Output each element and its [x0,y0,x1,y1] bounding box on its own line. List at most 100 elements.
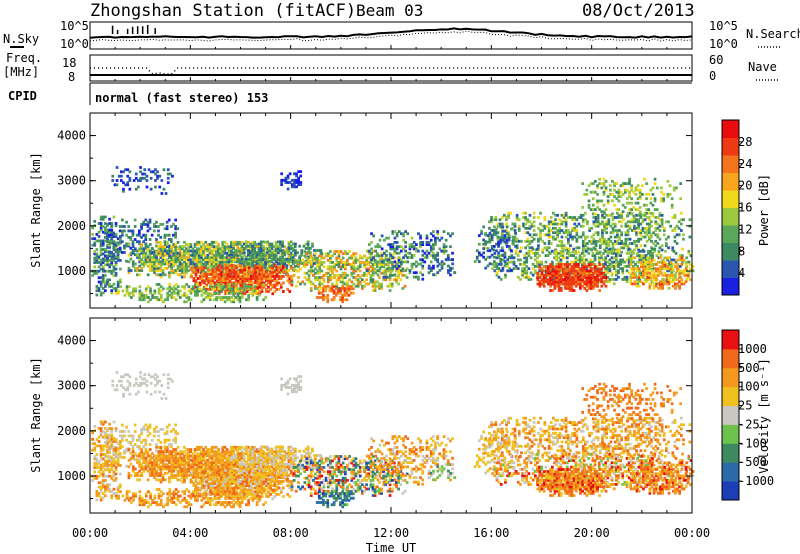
power-cell [245,240,248,244]
power-cell [641,235,645,239]
power-cell [636,254,639,257]
power-cell [267,275,270,278]
power-cell [185,271,188,275]
power-cell [579,280,582,284]
power-cell [553,278,557,282]
power-cell [671,267,675,271]
power-cell [500,246,504,250]
power-cell [190,268,193,272]
power-cell [234,249,238,252]
power-cell [205,288,208,291]
power-cell [256,266,260,270]
power-cell [281,257,284,261]
power-cell [249,247,252,251]
power-cell [230,268,234,272]
power-cell [341,256,345,260]
power-cell [324,271,328,275]
power-cell [256,283,260,287]
power-cell [633,224,636,228]
power-cell [497,253,500,257]
power-cell [251,260,255,263]
power-cell [378,238,382,242]
cpid-text: normal (fast stereo) 153 [95,91,268,105]
power-cell [400,260,403,264]
power-cell [574,249,578,253]
power-cell [371,282,375,286]
power-cell [419,236,422,240]
power-cell [146,249,150,253]
power-cell [180,275,184,279]
power-cell [668,262,671,266]
power-cell [627,265,631,268]
power-cell [252,270,255,274]
power-cell [132,179,136,182]
power-cell [632,265,635,268]
power-cell [225,253,229,257]
power-cell [265,279,268,283]
freq-tick-bottom: 8 [68,70,75,84]
power-cell [373,287,377,290]
power-cell [521,273,524,277]
power-cell [666,258,669,262]
power-cell [660,197,663,201]
power-cell [247,262,250,265]
power-cell [447,264,450,268]
power-cell [564,263,567,266]
power-cell [221,245,225,249]
power-cell [318,254,322,258]
power-cell [138,229,141,233]
power-cell [104,289,107,293]
power-cell [610,260,614,264]
power-cell [587,278,591,282]
power-cell [557,276,561,279]
power-cell [217,285,221,289]
power-cell [641,193,644,196]
power-cell [538,260,541,264]
power-cell [257,255,261,259]
power-cell [403,274,407,277]
power-cell [194,266,198,270]
power-cell [112,215,116,219]
power-cell [632,206,636,209]
power-cell [232,253,235,257]
power-cell [626,211,630,215]
power-cell [633,220,636,224]
power-cell [155,298,159,302]
power-cell [585,269,589,273]
power-cell [240,257,244,261]
power-cell [273,283,277,287]
power-cell [226,270,230,274]
power-cell [573,222,577,226]
power-cell [681,254,684,257]
power-cell [125,291,129,295]
power-cell [644,265,648,268]
power-cell [549,274,552,277]
power-cell [562,278,565,282]
power-cell [344,252,347,256]
ytick-label: 1000 [57,264,86,278]
power-cell [193,249,197,253]
freq-label-line2: [MHz] [3,65,39,79]
power-cell [174,218,177,222]
power-cell [623,278,627,281]
power-cell [303,263,307,266]
power-cell [660,220,664,224]
power-cell [99,291,103,295]
power-cell [611,199,614,203]
power-cell [575,218,579,222]
power-cell [620,246,623,250]
power-cell [536,260,539,264]
power-cell [361,274,364,277]
power-cell [101,267,105,271]
power-cell [285,257,289,261]
power-cell [588,226,591,230]
power-cell [329,267,332,271]
power-cell [560,239,564,243]
power-cell [569,216,572,219]
power-cell [669,269,673,273]
power-cell [210,253,214,257]
power-cell [344,282,347,286]
power-cell [180,271,184,275]
power-cell [635,213,638,217]
power-cell [309,256,313,260]
